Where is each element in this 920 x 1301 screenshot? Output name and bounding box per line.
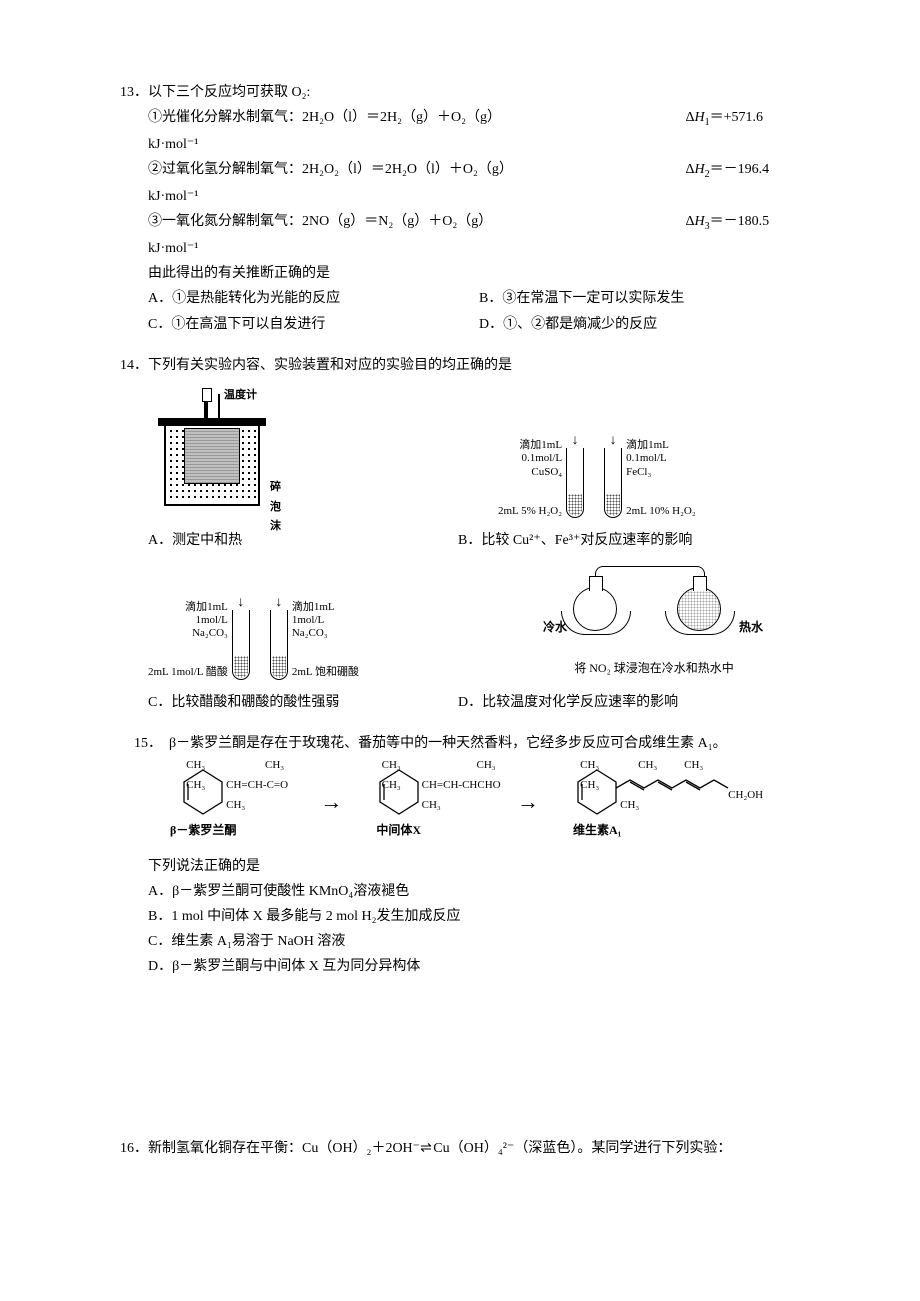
tubes-diagram-c: 滴加1mL 1mol/L Na₂CO₃ 2mL 1mol/L 醋酸 ↓ ↓ [148, 596, 458, 680]
q13-opts-row1: A．①是热能转化为光能的反应 B．③在常温下一定可以实际发生 [120, 286, 810, 311]
q14-optA: A．测定中和热 [148, 528, 458, 553]
reaction-arrow-icon: → [320, 782, 342, 822]
question-15: 15． β－紫罗兰酮是存在于玫瑰花、番茄等中的一种天然香料，它经多步反应可合成维… [120, 731, 810, 980]
hot-label: 热水 [739, 617, 763, 639]
arrow-down-icon: ↓ [566, 434, 584, 448]
vitamin-a1-structure: CH₃ CH₃ CH₃ CH₃ CH₂OH CH₃ 维生素A₁ [573, 768, 621, 842]
beta-ionone-structure: CH₃ CH₃ CH₃ CH=CH-C=O CH₃ β－紫罗兰酮 [170, 768, 236, 842]
q16-text: 16．新制氢氧化铜存在平衡：Cu（OH）₂＋2OH⁻⇌ Cu（OH）₄²⁻（深蓝… [120, 1136, 810, 1161]
q13-opts-row2: C．①在高温下可以自发进行 D．①、②都是熵减少的反应 [120, 312, 810, 337]
q14-optC: C．比较醋酸和硼酸的酸性强弱 [148, 690, 458, 715]
intermediate-x-name: 中间体X [376, 820, 421, 842]
q15-optB: B．1 mol 中间体 X 最多能与 2 mol H₂发生加成反应 [120, 904, 810, 929]
q15-chem-structures: CH₃ CH₃ CH₃ CH=CH-C=O CH₃ β－紫罗兰酮 → CH₃ C… [120, 768, 810, 842]
intermediate-x-structure: CH₃ CH₃ CH₃ CH=CH-CHCHO CH₃ 中间体X [376, 768, 421, 842]
vitamin-a1-name: 维生素A₁ [573, 820, 621, 842]
q15-optC: C．维生素 A₁易溶于 NaOH 溶液 [120, 929, 810, 954]
arrow-down-icon: ↓ [232, 596, 250, 610]
hot-cold-diagram: 冷水 热水 [549, 563, 759, 658]
tube-c-left-labels: 滴加1mL 1mol/L Na₂CO₃ 2mL 1mol/L 醋酸 [148, 601, 232, 680]
tubes-diagram-b: 滴加1mL 0.1mol/L CuSO₄ 2mL 5% H₂O₂ ↓ ↓ [498, 434, 810, 518]
q14-diagrams-row1: 温度计 碎泡沫 滴加1mL 0.1mol/L CuSO₄ 2mL 5% H₂O₂ [120, 388, 810, 518]
q15-optD: D．β－紫罗兰酮与中间体 X 互为同分异构体 [120, 954, 810, 979]
q13-optD: D．①、②都是熵减少的反应 [479, 312, 810, 337]
basin-cold [561, 611, 631, 635]
tube-c-right: ↓ [270, 596, 288, 680]
q15-num: 15． [134, 736, 155, 751]
q13-optB: B．③在常温下一定可以实际发生 [479, 286, 810, 311]
test-tube-icon [604, 448, 622, 518]
question-16: 16．新制氢氧化铜存在平衡：Cu（OH）₂＋2OH⁻⇌ Cu（OH）₄²⁻（深蓝… [120, 1136, 810, 1161]
arrow-down-icon: ↓ [270, 596, 288, 610]
tube-b-left-labels: 滴加1mL 0.1mol/L CuSO₄ 2mL 5% H₂O₂ [498, 439, 566, 518]
thermometer-label: 温度计 [224, 386, 257, 406]
tube-b-right: ↓ [604, 434, 622, 518]
arrow-down-icon: ↓ [604, 434, 622, 448]
tube-c-left: ↓ [232, 596, 250, 680]
q14-opts-row1: A．测定中和热 B．比较 Cu²⁺、Fe³⁺对反应速率的影响 [120, 528, 810, 553]
q14-intro: 14．下列有关实验内容、实验装置和对应的实验目的均正确的是 [120, 353, 810, 378]
calorimeter-diagram: 温度计 碎泡沫 [148, 388, 278, 518]
reaction-arrow-icon: → [517, 782, 539, 822]
tube-b-right-labels: 滴加1mL 0.1mol/L FeCl₃ 2mL 10% H₂O₂ [622, 439, 696, 518]
q15-optA: A．β－紫罗兰酮可使酸性 KMnO₄溶液褪色 [120, 879, 810, 904]
basin-hot [665, 611, 735, 635]
q13-conclude: 由此得出的有关推断正确的是 [120, 261, 810, 286]
q13-optC: C．①在高温下可以自发进行 [148, 312, 479, 337]
test-tube-icon [232, 610, 250, 680]
tube-c-right-labels: 滴加1mL 1mol/L Na₂CO₃ 2mL 饱和硼酸 [288, 601, 359, 680]
q14-opts-row2: C．比较醋酸和硼酸的酸性强弱 D．比较温度对化学反应速率的影响 [120, 690, 810, 715]
q13-reaction-1: ①光催化分解水制氧气：2H₂O（l）＝2H₂（g）＋O₂（g） ΔH1＝+571… [120, 105, 810, 157]
question-13: 13．以下三个反应均可获取 O₂: ①光催化分解水制氧气：2H₂O（l）＝2H₂… [120, 80, 810, 337]
q14-num: 14． [120, 358, 148, 373]
hot-cold-caption: 将 NO₂ 球浸泡在冷水和热水中 [574, 658, 734, 680]
foam-label: 碎泡沫 [270, 478, 281, 537]
q14-optD: D．比较温度对化学反应速率的影响 [458, 690, 810, 715]
beta-ionone-name: β－紫罗兰酮 [170, 820, 236, 842]
q15-conclude: 下列说法正确的是 [120, 854, 810, 879]
tube-b-left: ↓ [566, 434, 584, 518]
q14-diagrams-row2: 滴加1mL 1mol/L Na₂CO₃ 2mL 1mol/L 醋酸 ↓ ↓ [120, 563, 810, 680]
equilibrium-arrow-icon: ⇌ [420, 1141, 430, 1156]
q13-num: 13． [120, 85, 148, 100]
q13-optA: A．①是热能转化为光能的反应 [148, 286, 479, 311]
test-tube-icon [270, 610, 288, 680]
cold-label: 冷水 [543, 617, 567, 639]
q15-intro: 15． β－紫罗兰酮是存在于玫瑰花、番茄等中的一种天然香料，它经多步反应可合成维… [120, 731, 810, 756]
q14-optB: B．比较 Cu²⁺、Fe³⁺对反应速率的影响 [458, 528, 810, 553]
q13-intro: 13．以下三个反应均可获取 O₂: [120, 80, 810, 105]
q16-num: 16． [120, 1141, 148, 1156]
q13-reaction-2: ②过氧化氢分解制氧气：2H₂O₂（l）＝2H₂O（l）＋O₂（g） ΔH2＝－1… [120, 157, 810, 209]
q13-reaction-3: ③一氧化氮分解制氧气：2NO（g）＝N₂（g）＋O₂（g） ΔH3＝－180.5… [120, 209, 810, 261]
connecting-tube [595, 566, 705, 580]
test-tube-icon [566, 448, 584, 518]
calorimeter-inner [184, 428, 240, 484]
question-14: 14．下列有关实验内容、实验装置和对应的实验目的均正确的是 温度计 碎泡沫 滴加… [120, 353, 810, 715]
